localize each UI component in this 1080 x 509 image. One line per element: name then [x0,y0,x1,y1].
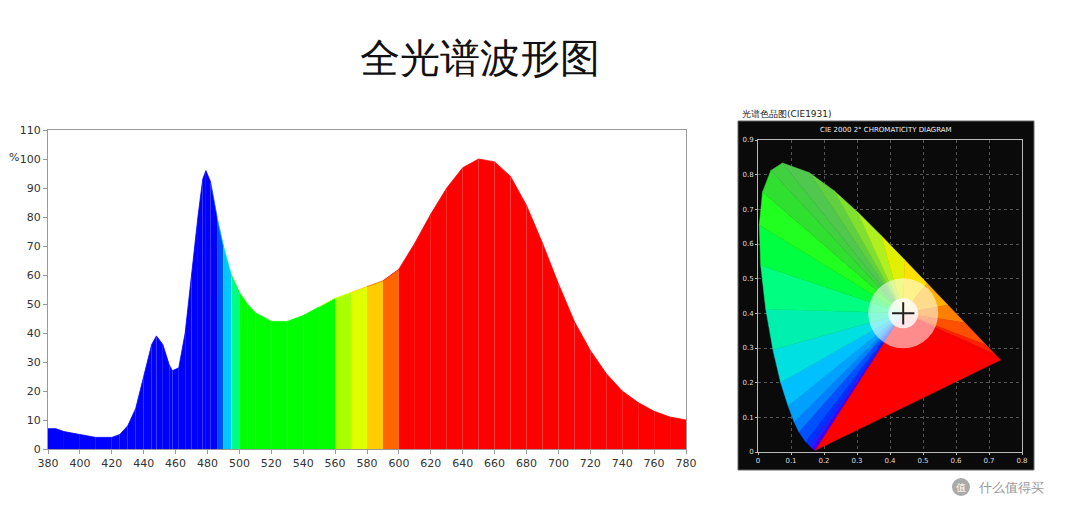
svg-text:60: 60 [27,269,41,282]
svg-text:90: 90 [27,182,41,195]
svg-text:740: 740 [612,457,633,470]
svg-text:0.8: 0.8 [1016,457,1027,465]
svg-text:0.9: 0.9 [742,136,753,144]
svg-text:680: 680 [516,457,537,470]
svg-text:560: 560 [325,457,346,470]
svg-text:640: 640 [452,457,473,470]
svg-text:500: 500 [229,457,250,470]
svg-text:0.7: 0.7 [742,206,753,214]
svg-text:660: 660 [484,457,505,470]
svg-text:0.2: 0.2 [742,379,753,387]
svg-text:0.1: 0.1 [785,457,796,465]
svg-text:600: 600 [388,457,409,470]
svg-text:0.1: 0.1 [742,414,753,422]
svg-text:520: 520 [261,457,282,470]
svg-text:540: 540 [293,457,314,470]
svg-text:0.8: 0.8 [742,171,753,179]
svg-text:780: 780 [676,457,697,470]
svg-text:480: 480 [197,457,218,470]
svg-text:0: 0 [749,448,753,456]
svg-text:0.2: 0.2 [818,457,829,465]
svg-text:20: 20 [27,385,41,398]
svg-text:30: 30 [27,356,41,369]
svg-text:720: 720 [580,457,601,470]
svg-text:%: % [9,151,19,164]
svg-text:0.3: 0.3 [851,457,862,465]
svg-text:0.6: 0.6 [742,240,754,248]
svg-text:0.5: 0.5 [917,457,928,465]
svg-text:400: 400 [69,457,90,470]
svg-text:值: 值 [956,482,966,493]
svg-text:0.5: 0.5 [742,275,753,283]
svg-text:0.3: 0.3 [742,344,753,352]
svg-text:420: 420 [101,457,122,470]
svg-text:什么值得买: 什么值得买 [978,480,1044,495]
svg-text:760: 760 [644,457,665,470]
svg-text:110: 110 [20,124,41,137]
svg-text:80: 80 [27,211,41,224]
svg-text:460: 460 [165,457,186,470]
svg-text:0.6: 0.6 [950,457,962,465]
svg-text:440: 440 [133,457,154,470]
svg-text:40: 40 [27,327,41,340]
svg-text:0: 0 [34,443,41,456]
svg-text:380: 380 [38,457,59,470]
svg-text:0.4: 0.4 [742,310,754,318]
svg-text:0: 0 [756,457,760,465]
svg-text:700: 700 [548,457,569,470]
svg-text:50: 50 [27,298,41,311]
svg-text:CIE 2000 2° CHROMATICITY DIAGR: CIE 2000 2° CHROMATICITY DIAGRAM [820,126,952,134]
svg-text:0.7: 0.7 [983,457,994,465]
svg-text:620: 620 [420,457,441,470]
svg-text:100: 100 [20,153,41,166]
svg-text:10: 10 [27,414,41,427]
svg-text:全光谱波形图: 全光谱波形图 [360,35,600,81]
svg-text:0.4: 0.4 [884,457,896,465]
svg-text:580: 580 [357,457,378,470]
svg-text:光谱色品图(CIE1931): 光谱色品图(CIE1931) [742,109,832,119]
svg-text:70: 70 [27,240,41,253]
